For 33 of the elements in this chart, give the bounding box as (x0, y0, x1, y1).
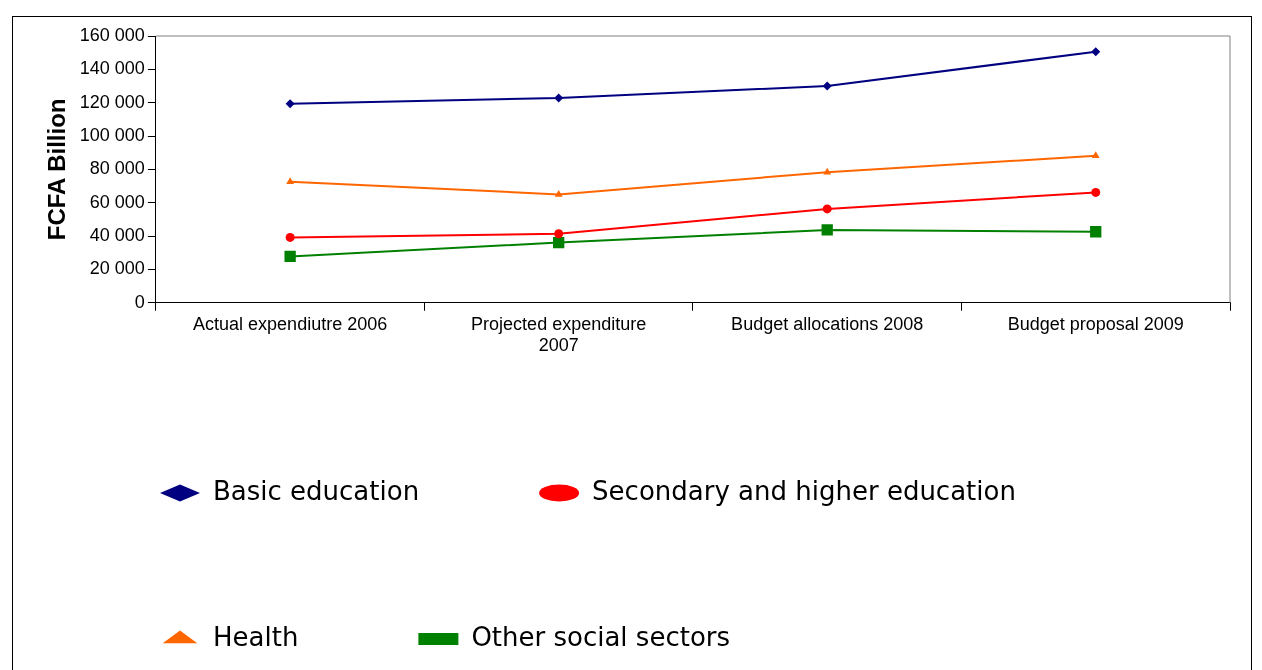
y-tick-label: 0 (134, 291, 145, 312)
point (286, 177, 295, 184)
y-tick-label: 80 000 (89, 158, 145, 179)
x-tick-label: Projected expenditure 2007 (471, 313, 647, 356)
point (1091, 47, 1101, 57)
point (1091, 151, 1100, 158)
x-tick-label: Actual expendiutre 2006 (193, 313, 388, 334)
y-tick-label: 160 000 (79, 24, 145, 45)
y-tick-label: 100 000 (79, 125, 145, 146)
point (554, 229, 564, 239)
point (1091, 187, 1101, 197)
point (554, 189, 563, 197)
legend-label: Basic education (213, 475, 420, 506)
legend-label: Secondary and higher education (592, 475, 1016, 506)
point (284, 250, 296, 263)
point (285, 232, 295, 242)
y-tick-label: 60 000 (89, 191, 145, 212)
point (821, 224, 833, 236)
y-tick-label: 140 000 (79, 58, 145, 79)
point (553, 236, 565, 249)
point (285, 99, 295, 109)
point (1090, 226, 1102, 238)
point (554, 93, 564, 103)
y-tick-label: 120 000 (79, 91, 145, 112)
y-tick-label: 40 000 (89, 225, 145, 246)
legend-label: Other social sectors (471, 621, 731, 652)
x-tick-label: Budget allocations 2008 (731, 313, 924, 334)
x-tick-label: Budget proposal 2009 (1007, 313, 1184, 334)
y-axis-title: FCFA Billion (43, 98, 71, 241)
legend-label: Health (213, 621, 299, 652)
point (822, 204, 832, 214)
point (822, 81, 832, 91)
y-tick-label: 20 000 (89, 258, 145, 279)
